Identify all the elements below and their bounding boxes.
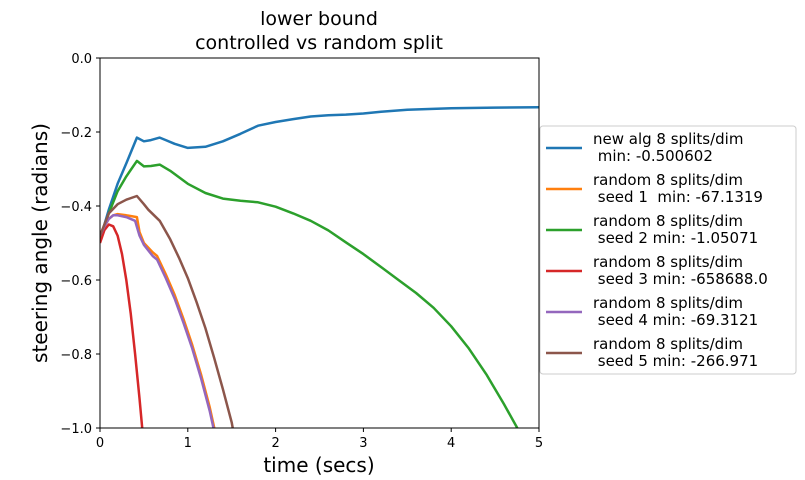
x-tick-label: 0 (96, 436, 104, 451)
chart-title-line-2: controlled vs random split (195, 32, 443, 54)
y-tick-label: −0.4 (60, 200, 92, 215)
legend-frame (539, 125, 797, 375)
series-line-0 (100, 105, 539, 240)
x-tick-label: 4 (447, 436, 455, 451)
series-layer (100, 105, 539, 428)
legend-sublabel-2: seed 2 min: -1.05071 (593, 229, 758, 247)
series-line-5 (100, 194, 234, 428)
legend-label-5: random 8 splits/dim (593, 335, 743, 353)
x-tick-label: 3 (359, 436, 367, 451)
legend: new alg 8 splits/dim min: -0.500602 rando… (539, 125, 797, 375)
series-line-2 (100, 159, 519, 428)
series-line-1 (100, 212, 216, 428)
y-tick-label: −0.6 (60, 274, 92, 289)
legend-label-2: random 8 splits/dim (593, 212, 743, 230)
legend-sublabel-1: seed 1 min: -67.1319 (593, 188, 763, 206)
plot-frame (99, 57, 540, 429)
series-line-4 (100, 214, 215, 428)
y-axis-label: steering angle (radians) (28, 123, 52, 363)
x-tick-label: 5 (535, 436, 543, 451)
legend-label-1: random 8 splits/dim (593, 171, 743, 189)
legend-sublabel-3: seed 3 min: -658688.0 (593, 270, 768, 288)
legend-sublabel-0: min: -0.500602 (593, 147, 713, 165)
x-axis: 0 1 2 3 4 5 (96, 428, 543, 451)
x-axis-label: time (secs) (263, 453, 374, 477)
legend-label-3: random 8 splits/dim (593, 253, 743, 271)
y-axis: 0.0 −0.2 −0.4 −0.6 −0.8 −1.0 (60, 52, 100, 437)
y-tick-label: 0.0 (71, 52, 92, 67)
legend-label-0: new alg 8 splits/dim (593, 130, 743, 148)
series-line-3 (100, 223, 144, 428)
x-tick-label: 1 (184, 436, 192, 451)
y-tick-label: −0.8 (60, 348, 92, 363)
legend-label-4: random 8 splits/dim (593, 294, 743, 312)
chart-title-line-1: lower bound (260, 8, 378, 30)
y-tick-label: −0.2 (60, 126, 92, 141)
y-tick-label: −1.0 (60, 422, 92, 437)
legend-sublabel-4: seed 4 min: -69.3121 (593, 311, 758, 329)
legend-sublabel-5: seed 5 min: -266.971 (593, 352, 758, 370)
x-tick-label: 2 (271, 436, 279, 451)
